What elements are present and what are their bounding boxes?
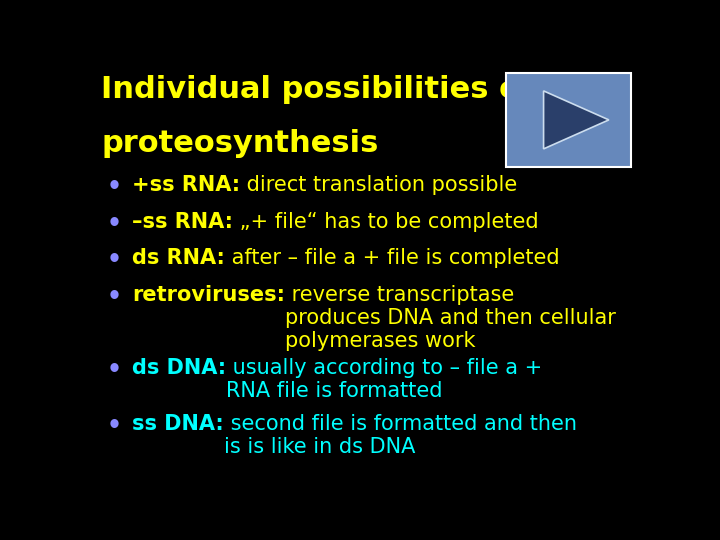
Text: •: • <box>107 357 122 382</box>
Text: +ss RNA:: +ss RNA: <box>132 175 240 195</box>
Text: ds DNA:: ds DNA: <box>132 357 226 377</box>
Text: reverse transcriptase
produces DNA and then cellular
polymerases work: reverse transcriptase produces DNA and t… <box>285 285 616 351</box>
Text: after – file a + file is completed: after – file a + file is completed <box>225 248 559 268</box>
Polygon shape <box>544 91 609 149</box>
Text: ss DNA:: ss DNA: <box>132 414 224 434</box>
Text: direct translation possible: direct translation possible <box>240 175 517 195</box>
Text: „+ file“ has to be completed: „+ file“ has to be completed <box>233 212 539 232</box>
Text: retroviruses:: retroviruses: <box>132 285 285 305</box>
Text: usually according to – file a +
RNA file is formatted: usually according to – file a + RNA file… <box>226 357 542 401</box>
Text: Individual possibilities of: Individual possibilities of <box>101 75 534 104</box>
Text: •: • <box>107 248 122 272</box>
Text: second file is formatted and then
is is like in ds DNA: second file is formatted and then is is … <box>224 414 577 457</box>
Bar <box>505 73 631 167</box>
Text: –ss RNA:: –ss RNA: <box>132 212 233 232</box>
Text: proteosynthesis: proteosynthesis <box>101 129 379 158</box>
Text: •: • <box>107 212 122 235</box>
Text: •: • <box>107 285 122 309</box>
Text: •: • <box>107 175 122 199</box>
Text: ds RNA:: ds RNA: <box>132 248 225 268</box>
Text: •: • <box>107 414 122 437</box>
